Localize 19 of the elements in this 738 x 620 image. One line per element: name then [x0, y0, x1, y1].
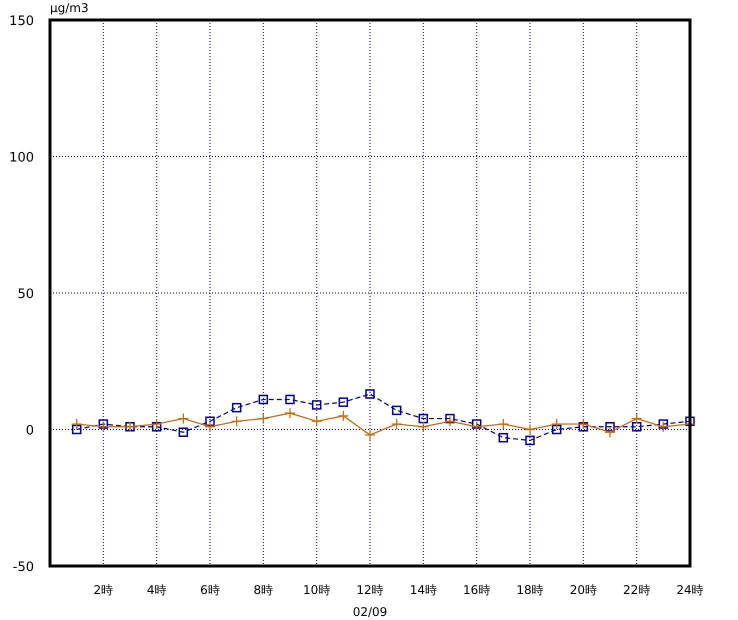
x-tick-label: 14時	[410, 583, 437, 597]
x-tick-label: 6時	[200, 583, 220, 597]
x-tick-label: 2時	[94, 583, 114, 597]
x-tick-label: 10時	[303, 583, 330, 597]
x-tick-label: 8時	[254, 583, 274, 597]
x-tick-label: 12時	[356, 583, 384, 597]
x-tick-label: 4時	[146, 583, 166, 597]
y-tick-label: 100	[9, 150, 34, 166]
y-tick-label: 50	[17, 287, 34, 302]
y-tick-label: -50	[12, 560, 34, 575]
x-tick-label: 20時	[570, 583, 597, 597]
y-tick-label: 0	[26, 424, 34, 438]
x-tick-label: 22時	[623, 583, 650, 597]
x-tick-label: 18時	[516, 583, 544, 597]
y-tick-label: 150	[9, 14, 34, 29]
x-tick-label: 24時	[676, 583, 704, 597]
x-axis-title: 02/09	[352, 605, 388, 619]
y-axis-title: μg/m3	[50, 1, 89, 15]
x-tick-label: 16時	[463, 583, 490, 597]
